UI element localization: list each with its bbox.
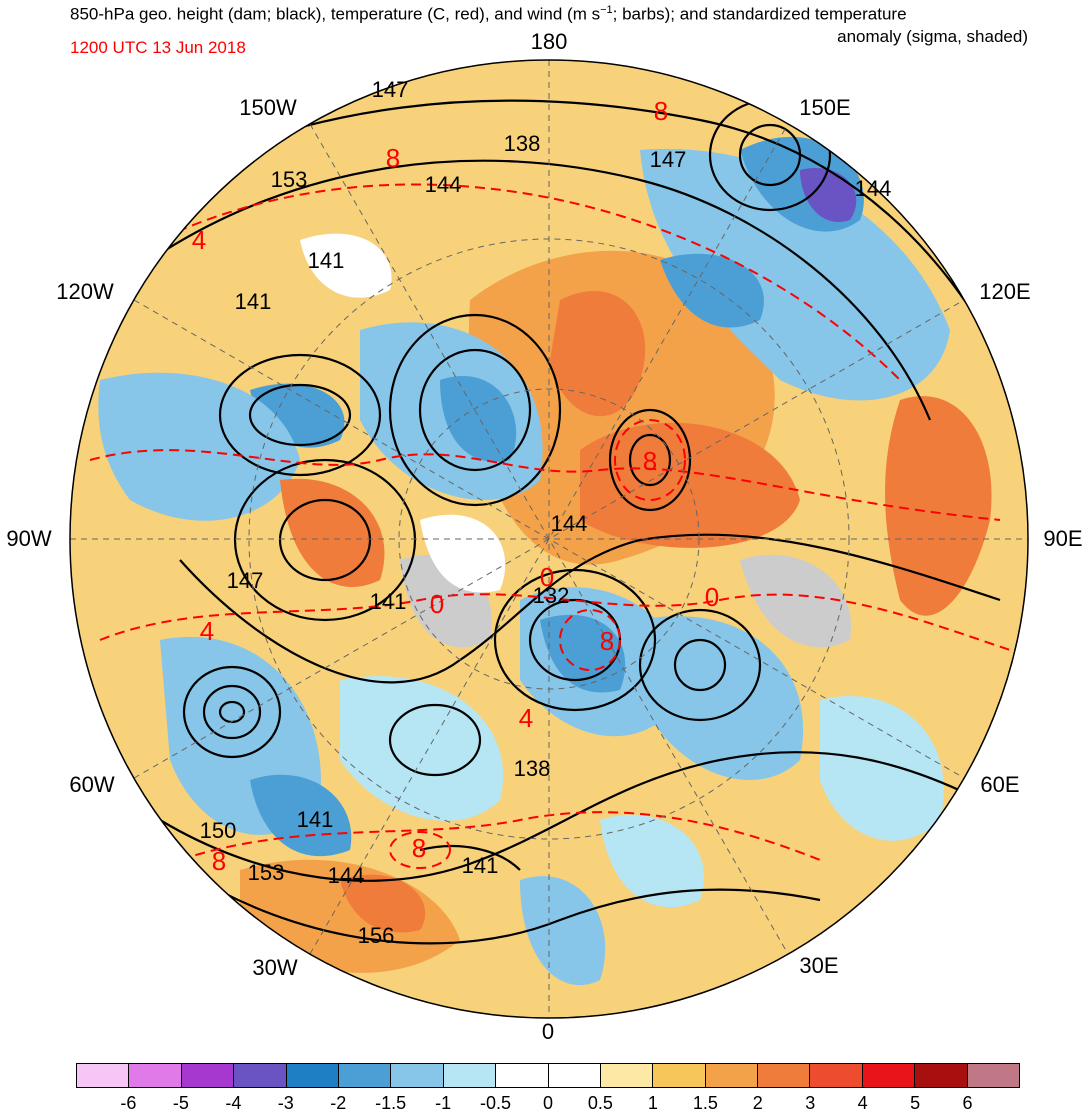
temp-label: 0 — [705, 582, 719, 612]
height-label: 144 — [551, 511, 588, 536]
geopotential-height-contours — [119, 98, 1001, 945]
lon-label-150w: 150W — [239, 95, 297, 120]
height-label: 141 — [297, 807, 334, 832]
colorbar-tick-label: -2 — [330, 1093, 347, 1113]
map-grid — [70, 60, 1028, 1018]
height-label: 147 — [227, 568, 264, 593]
temp-label: 8 — [654, 96, 668, 126]
temp-label: 8 — [386, 143, 400, 173]
temp-label: 0 — [430, 589, 444, 619]
map-border — [69, 59, 1029, 1019]
lon-label-60e: 60E — [980, 772, 1020, 797]
height-label: 141 — [308, 248, 345, 273]
lon-label-120e: 120E — [979, 279, 1031, 304]
colorbar-tick-label: 3 — [805, 1093, 816, 1113]
colorbar-segment — [915, 1064, 968, 1087]
lon-label-120w: 120W — [56, 279, 114, 304]
title-superscript: −1 — [600, 4, 613, 16]
height-label: 132 — [533, 583, 570, 608]
temp-label: 8 — [600, 626, 614, 656]
colorbar-tick-label: 0.5 — [587, 1093, 613, 1113]
height-label: 141 — [462, 853, 499, 878]
height-label: 156 — [358, 923, 395, 948]
colorbar-segment — [129, 1064, 182, 1087]
lon-label-90e: 90E — [1043, 526, 1083, 551]
lon-label-0: 0 — [541, 1019, 555, 1044]
colorbar-tick-label: 4 — [857, 1093, 868, 1113]
colorbar-tick-label: 5 — [910, 1093, 921, 1113]
title-line1: 850-hPa geo. height (dam; black), temper… — [70, 4, 601, 24]
temp-label: 4 — [519, 703, 533, 733]
height-label: 153 — [271, 167, 308, 192]
temp-label: 8 — [212, 846, 226, 876]
height-label: 141 — [370, 589, 407, 614]
colorbar-tick-label: -6 — [120, 1093, 137, 1113]
colorbar-segment — [391, 1064, 444, 1087]
height-label: 138 — [504, 131, 541, 156]
title-left: 850-hPa geo. height (dam; black), temper… — [70, 4, 907, 25]
temperature-labels: 8 8 4 8 0 0 8 0 4 8 4 8 — [192, 96, 719, 876]
temperature-contours — [89, 183, 1011, 869]
colorbar-segment — [443, 1064, 497, 1087]
colorbar-segment — [181, 1064, 235, 1087]
colorbar-segment — [862, 1064, 916, 1087]
height-label: 153 — [248, 860, 285, 885]
colorbar-segment — [810, 1064, 863, 1087]
colorbar — [76, 1063, 1020, 1088]
colorbar-segment — [653, 1064, 706, 1087]
lon-label-180: 180 — [530, 29, 568, 54]
height-label: 144 — [425, 172, 462, 197]
colorbar-segment — [77, 1064, 130, 1087]
colorbar-segment — [758, 1064, 811, 1087]
colorbar-segment — [967, 1064, 1020, 1087]
colorbar-tick-label: -1.5 — [375, 1093, 407, 1113]
height-labels: 147 138 144 147 144 153 141 141 147 144 … — [200, 77, 892, 948]
colorbar-segment — [338, 1064, 392, 1087]
date-label: 1200 UTC 13 Jun 2018 — [70, 38, 246, 57]
height-label: 144 — [328, 863, 365, 888]
colorbar-tick-label: 1.5 — [692, 1093, 718, 1113]
temp-label: 0 — [540, 562, 554, 592]
title-line2: anomaly (sigma, shaded) — [837, 27, 1028, 46]
height-label: 144 — [855, 176, 892, 201]
lon-label-60w: 60W — [69, 772, 115, 797]
colorbar-tick-label: 1 — [647, 1093, 658, 1113]
lon-label-90w: 90W — [6, 526, 52, 551]
title-line1-tail: ; barbs); and standardized temperature — [612, 4, 907, 24]
height-label: 147 — [372, 77, 409, 102]
lon-label-30e: 30E — [799, 953, 839, 978]
colorbar-segment — [234, 1064, 287, 1087]
temp-label: 8 — [643, 446, 657, 476]
colorbar-tick-label: -4 — [225, 1093, 242, 1113]
colorbar-segment — [286, 1064, 339, 1087]
colorbar-tick-label: 2 — [752, 1093, 763, 1113]
colorbar-tick-label: -5 — [172, 1093, 189, 1113]
temp-label: 4 — [192, 225, 206, 255]
temp-label: 4 — [200, 616, 214, 646]
height-label: 150 — [200, 818, 237, 843]
height-label: 138 — [514, 756, 551, 781]
colorbar-tick-label: 0 — [542, 1093, 554, 1113]
colorbar-segment — [705, 1064, 759, 1087]
lon-label-150e: 150E — [799, 95, 851, 120]
temp-label: 8 — [412, 833, 426, 863]
height-label: 141 — [235, 289, 272, 314]
colorbar-tick-label: -3 — [277, 1093, 294, 1113]
colorbar-tick-label: 6 — [962, 1093, 973, 1113]
colorbar-segment — [600, 1064, 654, 1087]
colorbar-segment — [496, 1064, 549, 1087]
colorbar-tick-label: -1 — [435, 1093, 452, 1113]
colorbar-segment — [548, 1064, 601, 1087]
height-label: 147 — [650, 147, 687, 172]
lon-label-30w: 30W — [252, 955, 298, 980]
colorbar-tick-label: -0.5 — [480, 1093, 512, 1113]
